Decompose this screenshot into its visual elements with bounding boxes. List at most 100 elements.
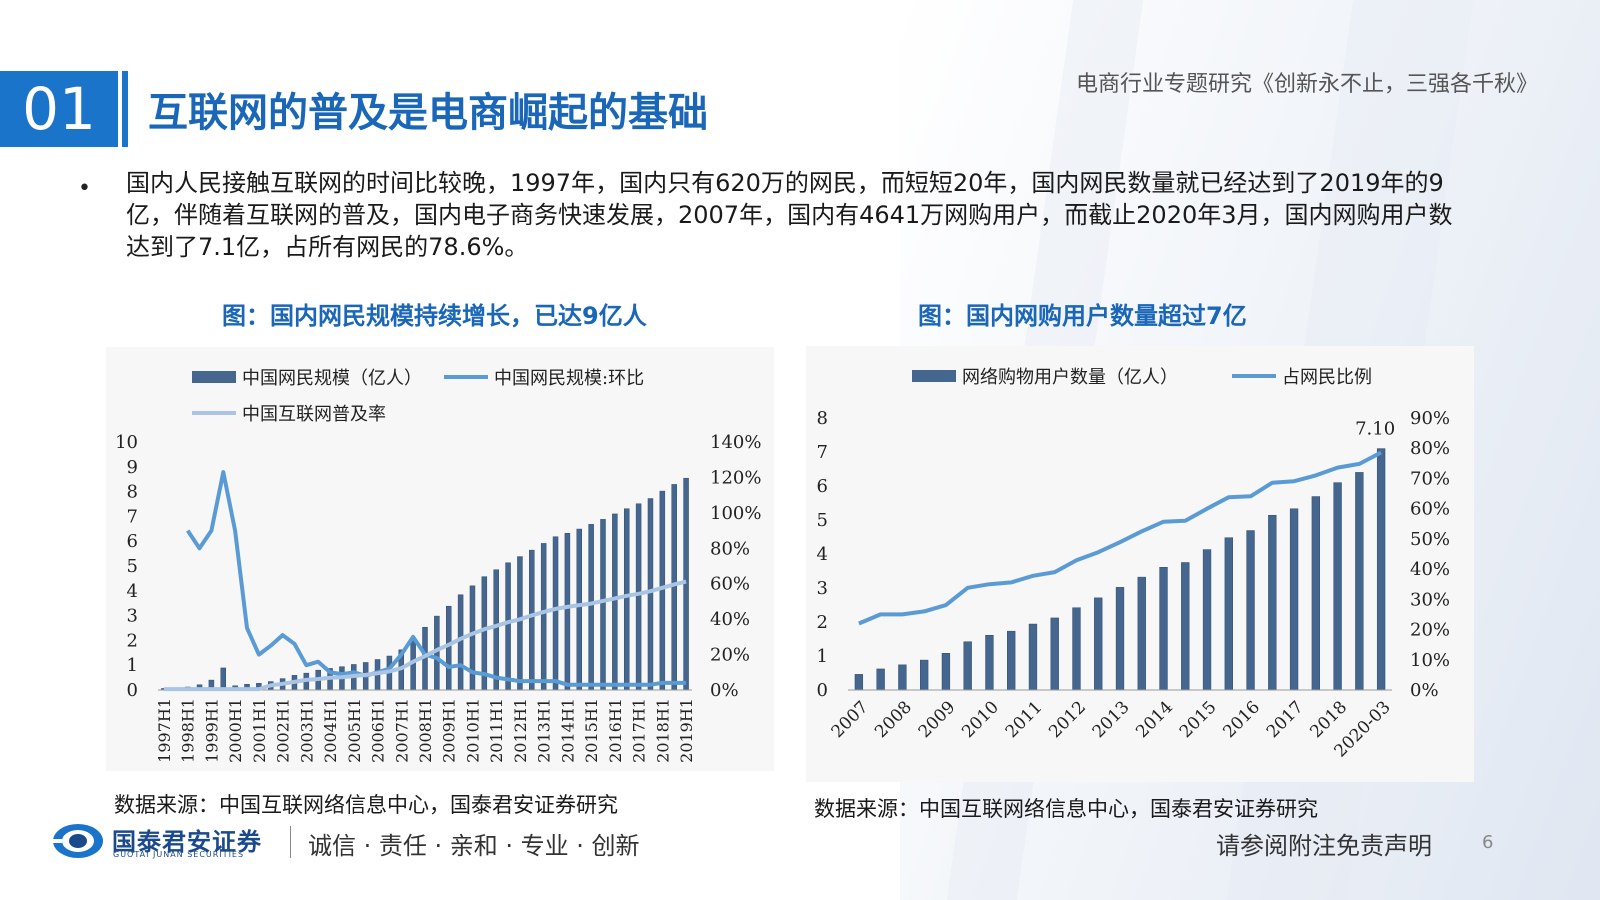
bar-mark bbox=[600, 519, 606, 691]
x-tick-label: 2015H1 bbox=[582, 698, 601, 763]
x-tick-label: 2001H1 bbox=[250, 698, 269, 763]
x-tick-label: 1998H1 bbox=[179, 698, 198, 763]
ratio-line bbox=[858, 450, 1383, 626]
y-right-tick-label: 20% bbox=[710, 645, 750, 666]
bar-mark bbox=[635, 503, 642, 691]
company-logo-icon bbox=[52, 824, 103, 858]
legend-label: 中国网民规模:环比 bbox=[494, 368, 644, 389]
bar-mark bbox=[1268, 514, 1277, 691]
x-tick-label: 2008H1 bbox=[416, 698, 435, 763]
y-left-tick-label: 2 bbox=[127, 630, 138, 651]
bar-mark bbox=[919, 659, 929, 691]
x-tick-label: 2004H1 bbox=[321, 698, 340, 763]
x-tick-label: 1997H1 bbox=[155, 698, 174, 763]
y-left-tick-label: 4 bbox=[127, 581, 138, 602]
bar-mark bbox=[1181, 562, 1190, 691]
legend-label: 占网民比例 bbox=[1282, 367, 1372, 388]
y-left-tick-label: 9 bbox=[127, 457, 138, 478]
bar-mark bbox=[1311, 496, 1321, 691]
y-left-tick-label: 0 bbox=[127, 680, 138, 701]
left-chart-panel: 中国网民规模（亿人） 中国网民规模:环比 中国互联网普及率 0 1 2 3 4 5 6 7 8 9 10 0… bbox=[106, 347, 774, 771]
bar-mark bbox=[671, 484, 677, 691]
y-right-tick-label: 0% bbox=[710, 680, 739, 701]
legend-swatch-bar bbox=[912, 370, 956, 382]
y-right-tick-label: 0% bbox=[1410, 680, 1439, 701]
y-left-tick-label: 1 bbox=[127, 655, 138, 676]
y-right-tick-label: 30% bbox=[1410, 589, 1450, 610]
x-tick-label: 2000H1 bbox=[226, 698, 245, 763]
bar-mark bbox=[517, 556, 523, 691]
x-tick-label: 2015 bbox=[1176, 697, 1221, 742]
x-tick-label: 2014 bbox=[1132, 697, 1177, 742]
bar-mark bbox=[876, 668, 885, 691]
x-tick-label: 2003H1 bbox=[297, 698, 316, 763]
bar-mark bbox=[1007, 630, 1016, 691]
page-title: 互联网的普及是电商崛起的基础 bbox=[148, 90, 708, 136]
bar-mark bbox=[1137, 576, 1146, 691]
x-tick-label: 2011H1 bbox=[487, 698, 506, 763]
x-tick-label: 2008 bbox=[871, 697, 916, 742]
left-chart-source: 数据来源：中国互联网络信息中心，国泰君安证券研究 bbox=[114, 793, 618, 817]
bar-mark bbox=[623, 508, 630, 691]
y-right-tick-label: 70% bbox=[1410, 468, 1450, 489]
bar-mark bbox=[1289, 508, 1299, 691]
bar-mark bbox=[564, 533, 571, 691]
data-label: 7.10 bbox=[1355, 419, 1395, 440]
legend-label: 中国互联网普及率 bbox=[242, 404, 386, 425]
bar-mark bbox=[963, 641, 972, 691]
bar-mark bbox=[552, 536, 559, 691]
bar-mark bbox=[1333, 482, 1342, 691]
y-left-tick-label: 3 bbox=[127, 606, 138, 627]
bar-mark bbox=[1050, 617, 1059, 691]
bar-mark bbox=[540, 543, 547, 691]
x-tick-label: 2012H1 bbox=[511, 698, 530, 763]
right-chart: 网络购物用户数量（亿人） 占网民比例0123456780%10%20%30%40%… bbox=[817, 367, 1450, 761]
footer-slogan: 诚信 · 责任 · 亲和 · 专业 · 创新 bbox=[308, 832, 640, 860]
x-tick-label: 2005H1 bbox=[345, 698, 364, 763]
left-chart-caption: 图：国内网民规模持续增长，已达9亿人 bbox=[222, 302, 647, 330]
bar-mark bbox=[647, 498, 654, 691]
x-tick-label: 2006H1 bbox=[369, 698, 388, 763]
bullet-marker: • bbox=[78, 176, 91, 201]
bar-mark bbox=[1159, 567, 1168, 691]
bar-mark bbox=[1246, 530, 1255, 691]
bar-mark bbox=[659, 490, 666, 691]
y-right-tick-label: 140% bbox=[710, 432, 761, 453]
ratio-line bbox=[186, 470, 687, 687]
legend-label: 网络购物用户数量（亿人） bbox=[962, 367, 1178, 388]
y-left-tick-label: 8 bbox=[817, 408, 828, 429]
x-tick-label: 2013 bbox=[1089, 697, 1134, 742]
y-right-tick-label: 80% bbox=[1410, 438, 1450, 459]
footer-brand: 国泰君安证券 bbox=[112, 828, 262, 856]
x-tick-label: 2018H1 bbox=[653, 698, 672, 763]
bar-mark bbox=[1072, 607, 1081, 691]
y-right-tick-label: 60% bbox=[1410, 499, 1450, 520]
footer-brand-en: GUOTAI JUNAN SECURITIES bbox=[113, 850, 245, 859]
right-chart-source: 数据来源：中国互联网络信息中心，国泰君安证券研究 bbox=[814, 797, 1318, 821]
bar-mark bbox=[941, 653, 951, 691]
bar-mark bbox=[1224, 537, 1233, 691]
y-right-tick-label: 50% bbox=[1410, 529, 1450, 550]
x-tick-label: 2009H1 bbox=[440, 698, 459, 763]
x-tick-label: 2013H1 bbox=[535, 698, 554, 763]
bullet-text: 国内人民接触互联网的时间比较晚，1997年，国内只有620万的网民，而短短20年… bbox=[126, 169, 1453, 261]
y-right-tick-label: 60% bbox=[710, 574, 750, 595]
y-left-tick-label: 2 bbox=[817, 612, 828, 633]
y-left-tick-label: 1 bbox=[817, 646, 828, 667]
y-right-tick-label: 10% bbox=[1410, 650, 1450, 671]
x-tick-label: 2014H1 bbox=[558, 698, 577, 763]
y-left-tick-label: 5 bbox=[127, 556, 138, 577]
x-tick-label: 2009 bbox=[915, 697, 960, 742]
bar-mark bbox=[1202, 549, 1212, 691]
x-tick-label: 2019H1 bbox=[677, 698, 696, 763]
x-tick-label: 2016H1 bbox=[606, 698, 625, 763]
bar-mark bbox=[898, 664, 907, 691]
bar-mark bbox=[1355, 472, 1364, 691]
x-tick-label: 2016 bbox=[1219, 697, 1264, 742]
x-tick-label: 2012 bbox=[1045, 697, 1090, 742]
x-tick-label: 2002H1 bbox=[274, 698, 293, 763]
right-chart-panel: 网络购物用户数量（亿人） 占网民比例 0 1 2 3 4 5 6 7 8 0% 10% 20% 30% 40%… bbox=[806, 346, 1474, 782]
x-tick-label: 2017 bbox=[1263, 697, 1308, 742]
x-tick-label: 2007H1 bbox=[392, 698, 411, 763]
y-left-tick-label: 0 bbox=[817, 680, 828, 701]
